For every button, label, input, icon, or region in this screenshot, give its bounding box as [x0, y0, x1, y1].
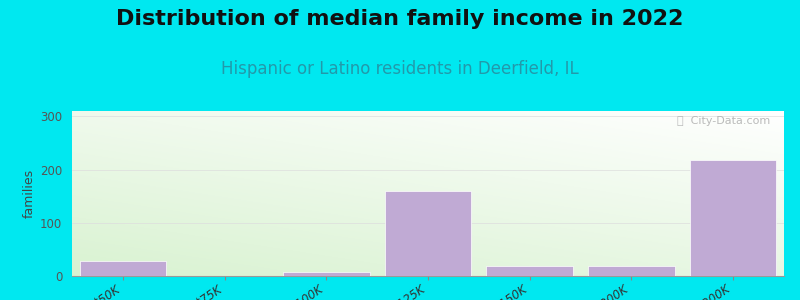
Bar: [588, 266, 674, 276]
Text: Distribution of median family income in 2022: Distribution of median family income in …: [116, 9, 684, 29]
Bar: [80, 261, 166, 276]
Bar: [690, 160, 776, 276]
Text: ⓘ  City-Data.com: ⓘ City-Data.com: [677, 116, 770, 126]
Text: Hispanic or Latino residents in Deerfield, IL: Hispanic or Latino residents in Deerfiel…: [221, 60, 579, 78]
Bar: [385, 191, 471, 276]
Bar: [283, 272, 370, 276]
Y-axis label: families: families: [23, 169, 36, 218]
Bar: [486, 266, 573, 276]
